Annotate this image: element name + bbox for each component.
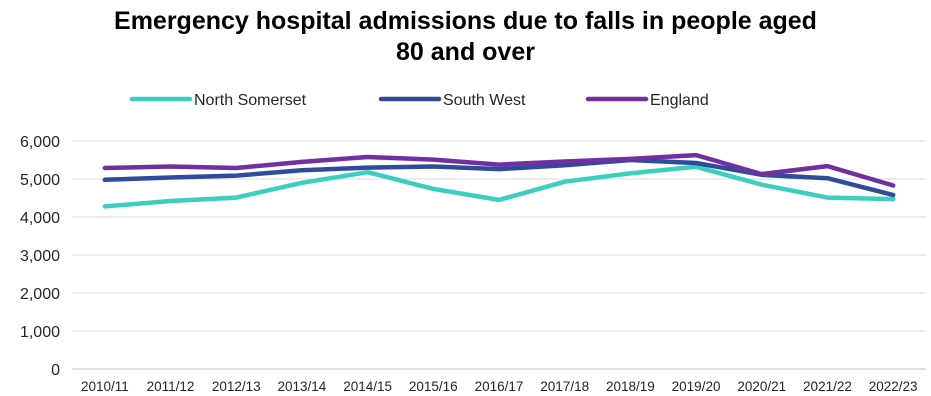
x-tick-label: 2022/23 [869, 379, 918, 394]
y-tick-label: 3,000 [20, 248, 60, 265]
y-tick-label: 1,000 [20, 324, 60, 341]
chart-title-line-1: Emergency hospital admissions due to fal… [114, 7, 817, 35]
gridlines [72, 140, 926, 370]
x-tick-label: 2012/13 [212, 379, 261, 394]
y-tick-label: 4,000 [20, 210, 60, 227]
chart-title-line-2: 80 and over [396, 38, 535, 66]
y-tick-label: 0 [51, 362, 60, 379]
x-tick-label: 2016/17 [475, 379, 524, 394]
y-tick-label: 5,000 [20, 172, 60, 189]
x-tick-label: 2013/14 [278, 379, 327, 394]
x-tick-label: 2018/19 [606, 379, 655, 394]
legend-label-south-west: South West [443, 92, 526, 109]
x-tick-label: 2011/12 [147, 379, 195, 394]
x-tick-label: 2021/22 [803, 379, 852, 394]
x-tick-label: 2017/18 [540, 379, 589, 394]
x-tick-label: 2014/15 [343, 379, 392, 394]
chart-title: Emergency hospital admissions due to fal… [0, 6, 931, 68]
legend-label-north-somerset: North Somerset [194, 92, 307, 109]
y-axis: 0 1,000 2,000 3,000 4,000 5,000 6,000 [20, 134, 60, 379]
x-axis: 2010/11 2011/12 2012/13 2013/14 2014/15 2015/… [81, 379, 918, 394]
x-tick-label: 2015/16 [409, 379, 458, 394]
series-lines [102, 152, 896, 209]
series-line-north-somerset [102, 164, 896, 209]
series-line-england [102, 152, 896, 188]
y-tick-label: 6,000 [20, 134, 60, 151]
x-tick-label: 2019/20 [672, 379, 721, 394]
legend: North Somerset South West England [129, 92, 709, 109]
x-tick-label: 2020/21 [737, 379, 786, 394]
x-tick-label: 2010/11 [81, 379, 129, 394]
y-tick-label: 2,000 [20, 286, 60, 303]
legend-label-england: England [650, 92, 709, 109]
